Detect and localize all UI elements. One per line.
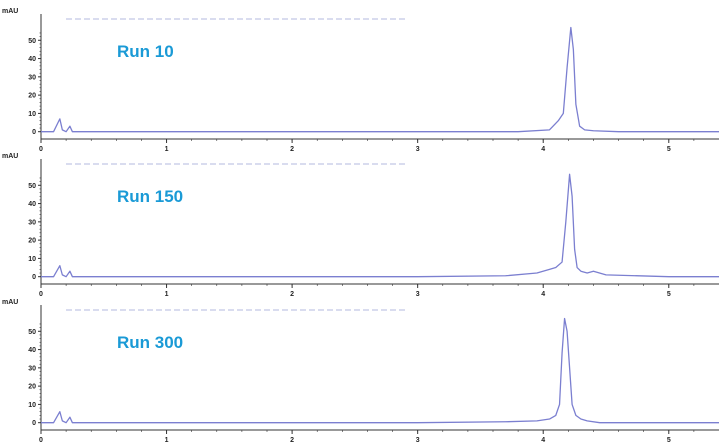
x-tick-label: 5 — [667, 437, 671, 444]
chart-panel-1: mAU 0 10 20 30 40 50 0 1 2 3 4 5 Run 10 — [2, 8, 719, 153]
x-tick-label: 5 — [667, 291, 671, 298]
x-tick-label: 3 — [416, 146, 420, 153]
y-tick-label: 0 — [32, 420, 36, 427]
y-tick-label: 30 — [28, 74, 36, 81]
x-tick-label: 3 — [416, 291, 420, 298]
y-tick-label: 10 — [28, 256, 36, 263]
y-tick-label: 50 — [28, 38, 36, 45]
y-tick-label: 30 — [28, 365, 36, 372]
y-tick-label: 20 — [28, 238, 36, 245]
y-axis-unit-label: mAU — [2, 8, 18, 15]
x-tick-label: 3 — [416, 437, 420, 444]
run-label: Run 150 — [117, 187, 183, 206]
y-tick-label: 50 — [28, 329, 36, 336]
chromatogram-trace-run-3 — [41, 317, 719, 424]
y-axis-unit-label: mAU — [2, 299, 18, 306]
y-tick-label: 40 — [28, 56, 36, 63]
y-tick-label: 0 — [32, 129, 36, 136]
y-tick-label: 0 — [32, 274, 36, 281]
x-tick-label: 2 — [290, 291, 294, 298]
chromatogram-trace-run-1 — [41, 26, 719, 133]
x-tick-label: 1 — [165, 146, 169, 153]
x-tick-label: 4 — [541, 291, 545, 298]
y-tick-label: 20 — [28, 384, 36, 391]
run-label: Run 300 — [117, 333, 183, 352]
x-tick-label: 4 — [541, 146, 545, 153]
y-tick-label: 40 — [28, 347, 36, 354]
x-tick-label: 0 — [39, 437, 43, 444]
y-tick-label: 10 — [28, 111, 36, 118]
x-tick-label: 1 — [165, 437, 169, 444]
chart-panel-2: mAU 0 10 20 30 40 50 0 1 2 3 4 5 Run 150 — [2, 153, 719, 298]
x-tick-label: 2 — [290, 146, 294, 153]
x-tick-label: 0 — [39, 146, 43, 153]
x-tick-label: 0 — [39, 291, 43, 298]
x-tick-label: 2 — [290, 437, 294, 444]
x-tick-label: 4 — [541, 437, 545, 444]
chromatogram-trace-run-2 — [41, 173, 719, 278]
y-tick-label: 50 — [28, 183, 36, 190]
y-tick-label: 40 — [28, 201, 36, 208]
x-tick-label: 5 — [667, 146, 671, 153]
y-axis-unit-label: mAU — [2, 153, 18, 160]
x-tick-label: 1 — [165, 291, 169, 298]
y-tick-label: 10 — [28, 402, 36, 409]
y-tick-label: 20 — [28, 93, 36, 100]
run-label: Run 10 — [117, 42, 174, 61]
chart-panel-3: mAU 0 10 20 30 40 50 0 1 2 3 4 5 Run 300 — [2, 299, 719, 444]
y-tick-label: 30 — [28, 219, 36, 226]
